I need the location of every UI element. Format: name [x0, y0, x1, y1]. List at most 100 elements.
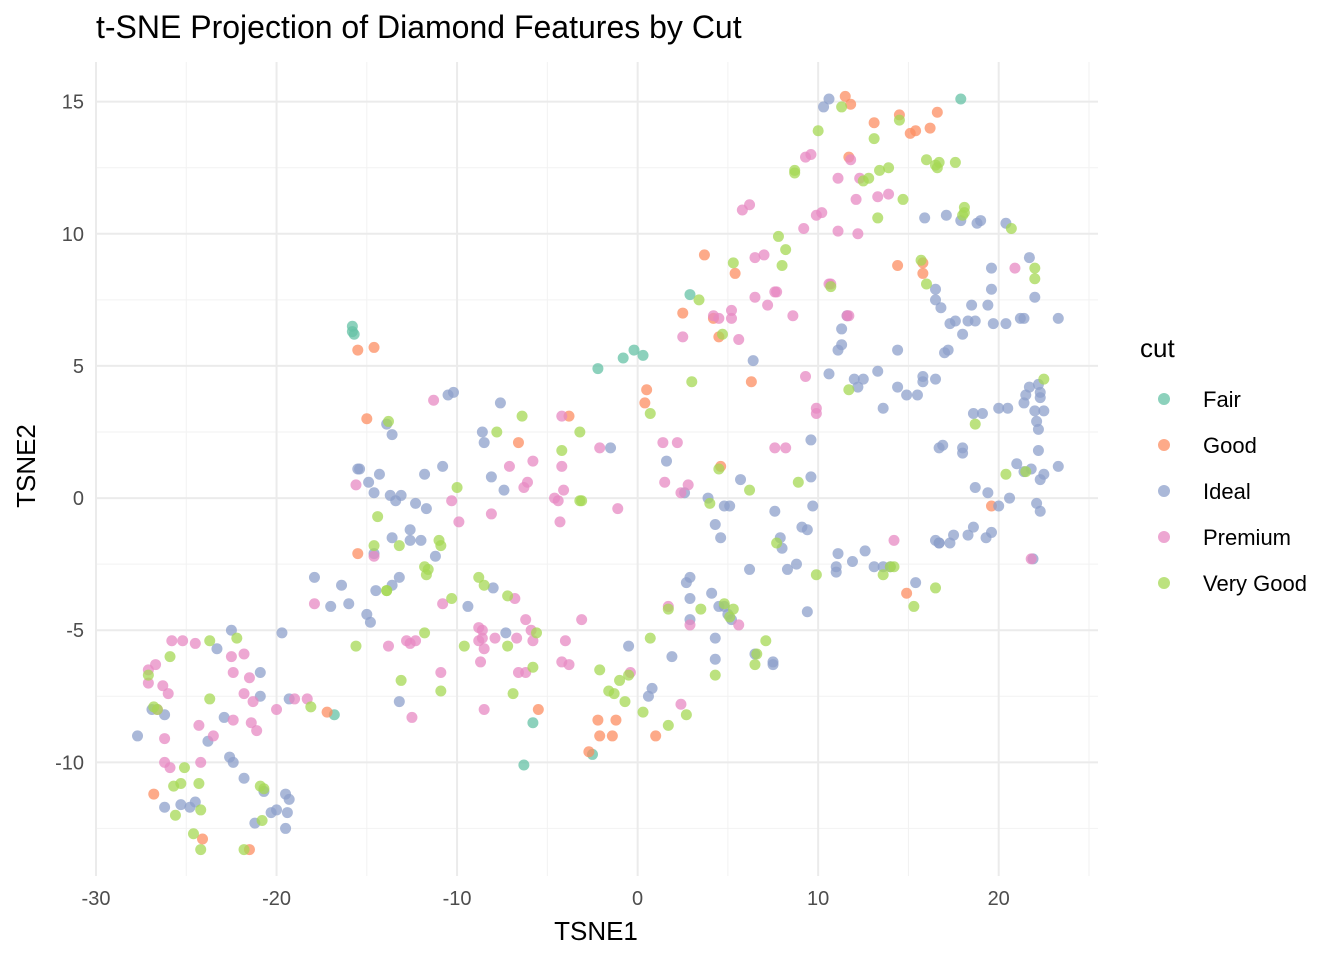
data-point-premium [684, 619, 696, 631]
data-point-very-good [502, 640, 514, 652]
data-point-very-good [644, 632, 656, 644]
data-point-ideal [892, 344, 904, 356]
data-point-ideal [823, 368, 835, 380]
data-point-very-good [893, 114, 905, 126]
data-point-fair [955, 93, 967, 105]
data-point-very-good [382, 415, 394, 427]
data-point-very-good [644, 408, 656, 419]
data-point-good [910, 125, 922, 137]
data-point-premium [368, 550, 380, 562]
data-point-premium [832, 225, 844, 237]
data-point-very-good [713, 463, 725, 475]
data-point-very-good [531, 627, 543, 639]
data-point-premium [552, 495, 564, 507]
data-point-ideal [218, 711, 230, 723]
data-point-ideal [747, 355, 759, 367]
data-point-ideal [159, 801, 171, 813]
data-point-ideal [709, 653, 721, 665]
data-point-ideal [373, 468, 385, 480]
data-point-premium [485, 508, 497, 520]
data-point-premium [527, 455, 539, 467]
data-point-fair [518, 759, 530, 771]
data-point-ideal [1052, 460, 1064, 472]
data-point-good [901, 587, 913, 599]
data-point-very-good [195, 804, 207, 816]
data-point-ideal [429, 550, 441, 562]
data-point-very-good [516, 410, 528, 422]
data-point-ideal [962, 529, 974, 541]
data-point-ideal [1004, 492, 1016, 504]
data-point-very-good [637, 706, 649, 718]
data-point-very-good [574, 495, 586, 507]
minor-gridlines [96, 62, 1098, 876]
data-point-ideal [404, 534, 416, 546]
data-point-very-good [908, 600, 920, 612]
data-point-ideal [368, 487, 380, 499]
data-point-ideal [1000, 318, 1012, 330]
data-point-premium [401, 635, 413, 647]
data-point-premium [733, 334, 745, 345]
data-point-premium [671, 437, 683, 449]
x-axis-tick-labels: -30 -20 -10 0 10 20 [82, 888, 1010, 910]
data-point-premium [308, 598, 320, 610]
data-point-premium [382, 640, 394, 652]
data-point-premium [726, 312, 738, 324]
data-point-ideal [132, 730, 144, 742]
x-tick-label: 20 [988, 888, 1010, 910]
data-point-ideal [937, 439, 949, 451]
data-point-ideal [437, 460, 449, 472]
data-point-premium [150, 659, 162, 671]
data-point-ideal [848, 373, 860, 385]
data-point-ideal [872, 365, 884, 377]
data-point-ideal [642, 690, 654, 702]
data-point-ideal [706, 587, 718, 599]
data-point-ideal [985, 283, 997, 295]
data-point-very-good [1029, 273, 1041, 285]
data-point-premium [410, 635, 422, 647]
data-point-ideal [957, 447, 969, 459]
data-point-ideal [969, 482, 981, 493]
data-point-ideal [805, 434, 817, 446]
data-point-very-good [792, 476, 804, 488]
data-point-good [512, 437, 524, 449]
data-point-premium [189, 637, 201, 649]
major-gridlines [95, 62, 1098, 876]
data-point-good [729, 267, 741, 279]
data-point-premium [453, 516, 465, 528]
data-point-very-good [574, 426, 586, 438]
data-point-premium [177, 635, 189, 647]
data-point-premium [659, 476, 671, 488]
data-point-very-good [772, 230, 784, 242]
data-point-premium [271, 704, 283, 715]
data-point-ideal [498, 484, 510, 496]
data-point-ideal [225, 624, 237, 636]
data-point-ideal [940, 209, 952, 221]
data-point-premium [554, 516, 566, 528]
data-point-premium [558, 484, 570, 496]
data-point-ideal [982, 299, 994, 311]
data-point-good [321, 706, 333, 718]
data-point-ideal [386, 532, 398, 544]
data-point-good [592, 714, 604, 726]
data-point-very-good [680, 709, 692, 721]
data-point-ideal [1002, 402, 1014, 414]
chart-title: t-SNE Projection of Diamond Features by … [96, 9, 742, 45]
data-point-premium [350, 479, 362, 491]
data-point-ideal [911, 389, 923, 401]
data-point-ideal [1034, 386, 1046, 398]
data-point-ideal [857, 373, 869, 385]
data-point-premium [810, 408, 822, 419]
legend-label-premium: Premium [1203, 525, 1291, 550]
x-tick-label: -10 [443, 888, 472, 910]
data-point-very-good [888, 561, 900, 573]
data-point-ideal [680, 577, 692, 589]
data-point-premium [726, 304, 738, 316]
data-point-ideal [735, 474, 747, 486]
data-point-premium [787, 310, 799, 322]
data-point-good [917, 267, 929, 279]
data-point-very-good [704, 497, 716, 509]
data-point-ideal [271, 804, 283, 816]
y-tick-label: 5 [73, 356, 84, 378]
data-point-ideal [987, 318, 999, 330]
data-point-very-good [969, 418, 981, 430]
